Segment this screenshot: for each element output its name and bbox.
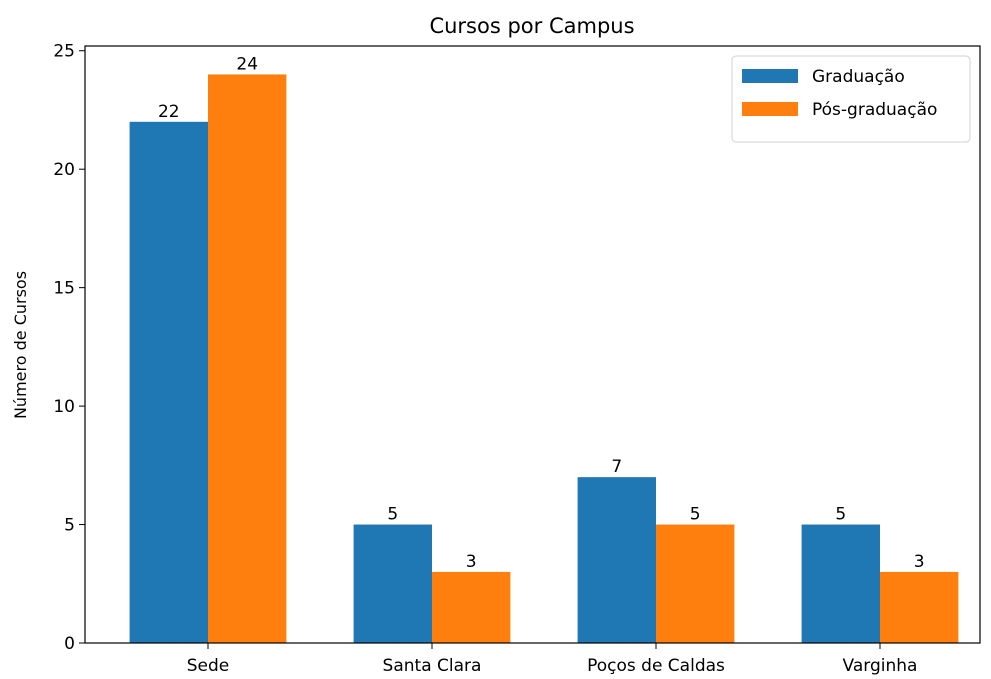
bar: [577, 477, 656, 643]
value-label: 22: [158, 102, 180, 122]
legend-swatch: [742, 69, 798, 83]
y-tick-label: 20: [53, 160, 75, 180]
bar: [353, 524, 432, 643]
bar: [880, 571, 959, 643]
bar: [432, 571, 511, 643]
bar: [656, 524, 735, 643]
value-label: 7: [611, 457, 622, 477]
value-label: 3: [914, 552, 925, 572]
y-tick-label: 15: [53, 279, 75, 299]
x-tick-label: Santa Clara: [383, 656, 482, 676]
y-tick-label: 25: [53, 42, 75, 62]
legend-label: Pós-graduação: [812, 100, 937, 120]
value-label: 5: [387, 505, 398, 525]
legend-swatch: [742, 102, 798, 116]
y-tick-label: 0: [64, 634, 75, 654]
x-tick-label: Poços de Caldas: [587, 656, 725, 676]
x-tick-label: Sede: [187, 656, 230, 676]
y-tick-label: 10: [53, 397, 75, 417]
bar: [801, 524, 880, 643]
x-tick-label: Varginha: [843, 656, 918, 676]
value-label: 3: [466, 552, 477, 572]
y-axis-label: Número de Cursos: [11, 271, 30, 419]
value-label: 5: [690, 505, 701, 525]
legend-label: Graduação: [812, 67, 905, 87]
bar: [208, 74, 287, 643]
plot-frame: [84, 45, 981, 644]
chart-title: Cursos por Campus: [429, 14, 634, 38]
y-tick-label: 5: [64, 516, 75, 536]
bar: [129, 121, 208, 644]
value-label: 24: [236, 54, 258, 74]
value-label: 5: [835, 505, 846, 525]
